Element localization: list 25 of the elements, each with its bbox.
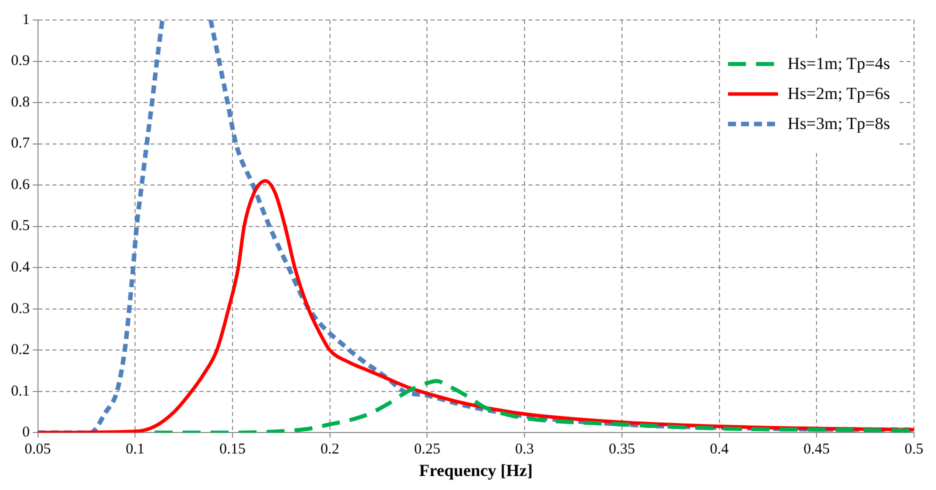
legend-label: Hs=2m; Tp=6s xyxy=(788,84,890,104)
legend-label: Hs=3m; Tp=8s xyxy=(788,114,890,134)
y-tick-label: 0.2 xyxy=(11,342,30,358)
x-tick-label: 0.25 xyxy=(414,442,440,458)
y-tick-label: 0 xyxy=(22,424,30,441)
x-tick-label: 0.35 xyxy=(608,442,636,458)
x-tick-label: 0.3 xyxy=(515,442,534,458)
y-tick-label: 0.5 xyxy=(11,218,30,234)
y-tick-label: 0.7 xyxy=(11,136,30,152)
y-tick-label: 0.6 xyxy=(11,176,30,193)
y-tick-label: 0.8 xyxy=(11,94,30,110)
x-tick-label: 0.05 xyxy=(24,442,51,458)
x-tick-label: 0.15 xyxy=(219,442,246,458)
x-axis-title: Frequency [Hz] xyxy=(419,461,533,480)
y-tick-label: 0.4 xyxy=(11,259,30,276)
x-tick-label: 0.45 xyxy=(804,442,830,458)
x-tick-label: 0.2 xyxy=(320,442,340,458)
y-tick-label: 0.3 xyxy=(11,300,30,317)
y-tick-label: 0.1 xyxy=(11,383,30,400)
legend-label: Hs=1m; Tp=4s xyxy=(788,54,890,74)
y-tick-label: 1 xyxy=(22,12,30,28)
x-tick-label: 0.5 xyxy=(904,442,924,458)
y-tick-label: 0.9 xyxy=(11,53,30,70)
x-tick-label: 0.1 xyxy=(126,442,144,458)
x-tick-label: 0.4 xyxy=(710,442,730,458)
